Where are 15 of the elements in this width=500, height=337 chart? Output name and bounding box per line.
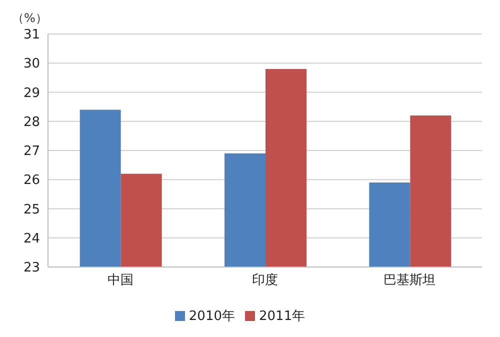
y-tick-label: 30 <box>23 56 40 72</box>
y-tick-label: 25 <box>23 202 40 218</box>
y-tick-label: 23 <box>23 260 40 276</box>
x-tick-label: 中国 <box>107 273 134 288</box>
y-axis-title: （%） <box>12 10 48 27</box>
y-tick-label: 26 <box>23 173 40 188</box>
y-tick-label: 27 <box>23 144 40 160</box>
y-tick-label: 31 <box>23 28 40 43</box>
y-tick-label: 29 <box>23 86 40 101</box>
x-tick-label: 巴基斯坦 <box>384 273 436 288</box>
legend-label: 2010年 <box>188 309 235 324</box>
y-tick-label: 24 <box>23 231 40 246</box>
y-tick-label: 28 <box>23 114 40 130</box>
legend-label: 2011年 <box>259 309 306 324</box>
x-tick-label: 印度 <box>252 272 278 288</box>
